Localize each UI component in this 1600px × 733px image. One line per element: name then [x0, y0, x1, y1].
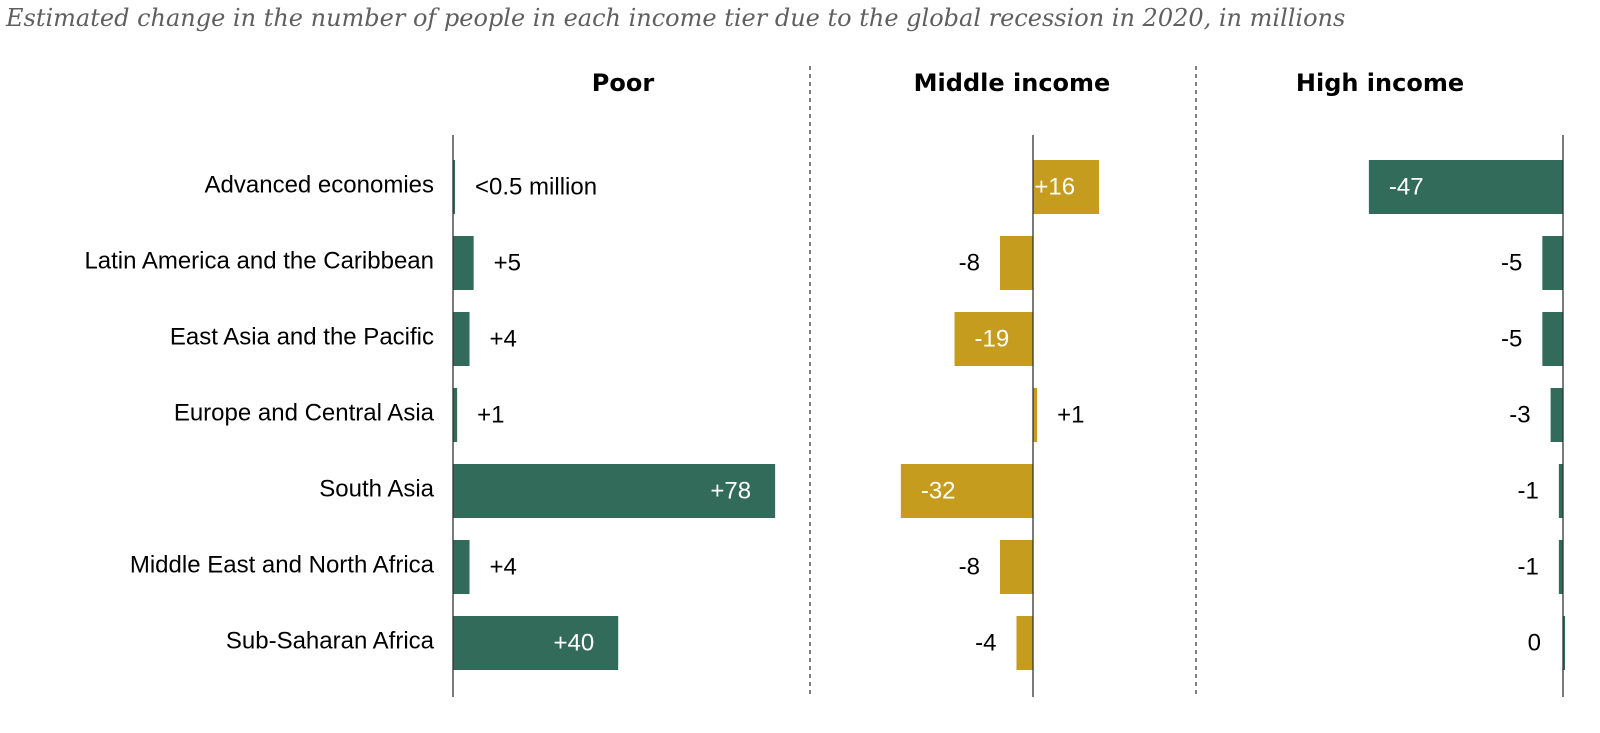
bar-poor [453, 388, 458, 442]
bar-poor [453, 312, 470, 366]
data-label-middle-income: -19 [975, 325, 1010, 352]
bar-middle-income [954, 312, 1033, 366]
data-label-middle-income: -8 [959, 249, 980, 276]
data-label-high-income: -3 [1509, 401, 1530, 428]
bar-middle-income [900, 464, 1033, 518]
bar-high-income [1550, 388, 1563, 442]
bar-high-income [1558, 464, 1563, 518]
category-label: Middle East and North Africa [130, 551, 435, 578]
bar-middle-income [1033, 388, 1038, 442]
data-label-poor: +1 [477, 401, 504, 428]
category-label: East Asia and the Pacific [170, 323, 434, 350]
bar-middle-income [1033, 160, 1100, 214]
data-label-middle-income: -4 [975, 629, 996, 656]
bar-high-income [1563, 616, 1565, 670]
bar-poor [453, 540, 470, 594]
bar-middle-income [1016, 616, 1033, 670]
data-label-poor: +5 [494, 249, 521, 276]
bar-high-income [1368, 160, 1563, 214]
category-label: Sub-Saharan Africa [226, 627, 435, 654]
data-label-high-income: -1 [1518, 553, 1539, 580]
data-label-middle-income: +1 [1057, 401, 1084, 428]
data-label-poor: +40 [553, 629, 594, 656]
data-label-middle-income: -32 [921, 477, 956, 504]
data-label-high-income: 0 [1528, 629, 1541, 656]
chart-subtitle: Estimated change in the number of people… [6, 4, 1346, 32]
data-label-middle-income: -8 [959, 553, 980, 580]
category-label: Latin America and the Caribbean [84, 247, 434, 274]
panel-title-poor: Poor [592, 69, 655, 97]
data-label-poor: +4 [490, 553, 517, 580]
category-label: South Asia [319, 475, 434, 502]
data-label-high-income: -1 [1518, 477, 1539, 504]
category-label: Advanced economies [205, 171, 434, 198]
data-label-poor: +4 [490, 325, 517, 352]
data-label-high-income: -47 [1389, 173, 1424, 200]
category-label: Europe and Central Asia [174, 399, 435, 426]
bar-poor [453, 464, 776, 518]
data-label-middle-income: +16 [1034, 173, 1075, 200]
bar-poor [453, 160, 455, 214]
bar-high-income [1558, 540, 1563, 594]
data-label-high-income: -5 [1501, 325, 1522, 352]
data-label-poor: <0.5 million [475, 173, 597, 200]
bar-high-income [1542, 236, 1563, 290]
data-label-high-income: -5 [1501, 249, 1522, 276]
panel-title-middle-income: Middle income [914, 69, 1111, 97]
data-label-poor: +78 [710, 477, 751, 504]
bar-poor [453, 616, 619, 670]
bar-poor [453, 236, 474, 290]
bar-high-income [1542, 312, 1563, 366]
bar-middle-income [999, 236, 1033, 290]
panel-title-high-income: High income [1296, 69, 1464, 97]
bar-middle-income [999, 540, 1033, 594]
